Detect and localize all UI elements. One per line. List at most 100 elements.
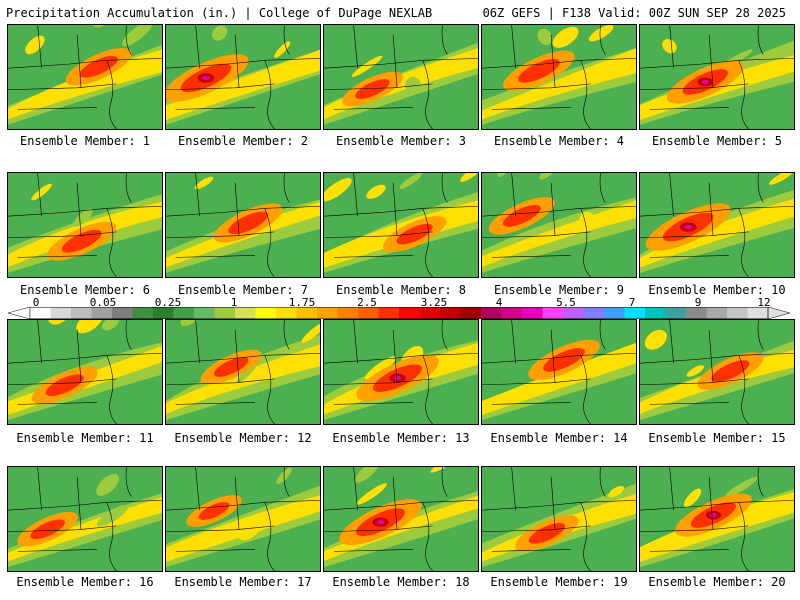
precip-streak	[405, 76, 421, 93]
map-border-line	[106, 355, 117, 424]
map-border-line	[640, 500, 794, 511]
colorbar-segment	[50, 307, 72, 319]
colorbar-segment	[624, 307, 646, 319]
map-border-line	[324, 58, 478, 69]
map-border-line	[8, 378, 117, 386]
precip-swath-yellow	[482, 342, 636, 415]
colorbar-outline	[29, 307, 769, 319]
precip-streak	[724, 476, 758, 498]
map-border-line	[234, 34, 240, 88]
colorbar-segment	[214, 307, 236, 319]
colorbar-segment	[30, 307, 51, 319]
map-border-line	[76, 476, 82, 530]
map-border-line	[640, 83, 749, 91]
colorbar-segment	[686, 307, 707, 319]
run-info: 06Z GEFS | F138 Valid: 00Z SUN SEP 28 20…	[482, 6, 786, 20]
map-border-line	[392, 329, 398, 383]
map-border-line	[166, 378, 275, 386]
ensemble-panel	[323, 466, 479, 572]
map-border-line	[441, 320, 448, 350]
precip-streak	[539, 173, 566, 180]
precip-map	[324, 320, 478, 424]
map-border-line	[283, 467, 290, 497]
map-border-line	[324, 206, 478, 217]
map-border-line	[550, 476, 556, 530]
map-border-line	[640, 231, 749, 239]
precip-map	[8, 467, 162, 571]
map-border-line	[511, 320, 516, 364]
map-border-line	[333, 255, 413, 258]
precip-map	[482, 320, 636, 424]
map-border-line	[106, 208, 117, 277]
map-border-line	[580, 60, 591, 129]
map-border-line	[669, 173, 674, 217]
colorbar-tick-label: 7	[628, 296, 636, 309]
map-border-line	[333, 107, 413, 110]
ensemble-member-label: Ensemble Member: 3	[335, 134, 467, 148]
precip-map	[640, 467, 794, 571]
precip-streak	[31, 183, 52, 201]
precip-core-red	[61, 229, 102, 253]
colorbar-tick-label: 2.5	[357, 296, 377, 309]
map-border-line	[166, 83, 275, 91]
precip-streak	[356, 483, 387, 505]
colorbar-segment	[583, 307, 605, 319]
precip-core-red	[79, 55, 118, 78]
precip-streak	[212, 25, 228, 41]
map-border-line	[482, 525, 591, 533]
ensemble-member-label: Ensemble Member: 10	[648, 283, 786, 297]
map-border-line	[8, 58, 162, 69]
ensemble-panel	[7, 24, 163, 130]
ensemble-member-label: Ensemble Member: 7	[177, 283, 309, 297]
precip-streak	[96, 504, 129, 527]
precip-streak	[301, 321, 320, 343]
map-border-line	[422, 355, 433, 424]
ensemble-panel	[481, 319, 637, 425]
precip-streak	[96, 474, 119, 496]
ensemble-panel	[481, 466, 637, 572]
ensemble-panel	[481, 172, 637, 278]
colorbar-segment	[91, 307, 113, 319]
ensemble-member-label: Ensemble Member: 13	[332, 431, 470, 445]
precip-streak	[460, 173, 478, 182]
map-border-line	[649, 107, 729, 110]
ensemble-member-label: Ensemble Member: 1	[19, 134, 151, 148]
map-border-line	[491, 549, 571, 552]
map-border-line	[37, 173, 42, 217]
map-border-line	[738, 208, 749, 277]
colorbar-segment	[522, 307, 543, 319]
map-border-line	[353, 467, 358, 511]
colorbar-segment	[440, 307, 461, 319]
precip-map	[166, 25, 320, 129]
precip-streak	[644, 329, 667, 350]
map-border-line	[8, 83, 117, 91]
colorbar-segment	[747, 307, 769, 319]
map-border-line	[708, 34, 714, 88]
precip-streak	[73, 208, 93, 227]
colorbar-segment	[132, 307, 154, 319]
precip-core-red	[228, 211, 269, 235]
map-border-line	[175, 402, 255, 405]
colorbar-segment	[71, 307, 92, 319]
colorbar-segment	[378, 307, 400, 319]
colorbar-segment	[317, 307, 338, 319]
map-border-line	[738, 355, 749, 424]
map-border-line	[37, 320, 42, 364]
map-border-line	[580, 502, 591, 571]
colorbar-tick-label: 1.75	[288, 296, 316, 309]
map-border-line	[482, 378, 591, 386]
map-border-line	[353, 25, 358, 69]
colorbar-segment	[604, 307, 625, 319]
map-border-line	[392, 34, 398, 88]
map-border-line	[738, 60, 749, 129]
map-border-line	[511, 25, 516, 69]
precip-streak	[497, 173, 510, 177]
precip-streak	[237, 515, 263, 541]
colorbar-segment	[194, 307, 215, 319]
colorbar-tick-label: 4	[495, 296, 503, 309]
map-border-line	[511, 467, 516, 511]
precip-streak	[76, 320, 103, 334]
map-border-line	[166, 231, 275, 239]
map-border-line	[8, 231, 117, 239]
map-border-line	[8, 353, 162, 364]
